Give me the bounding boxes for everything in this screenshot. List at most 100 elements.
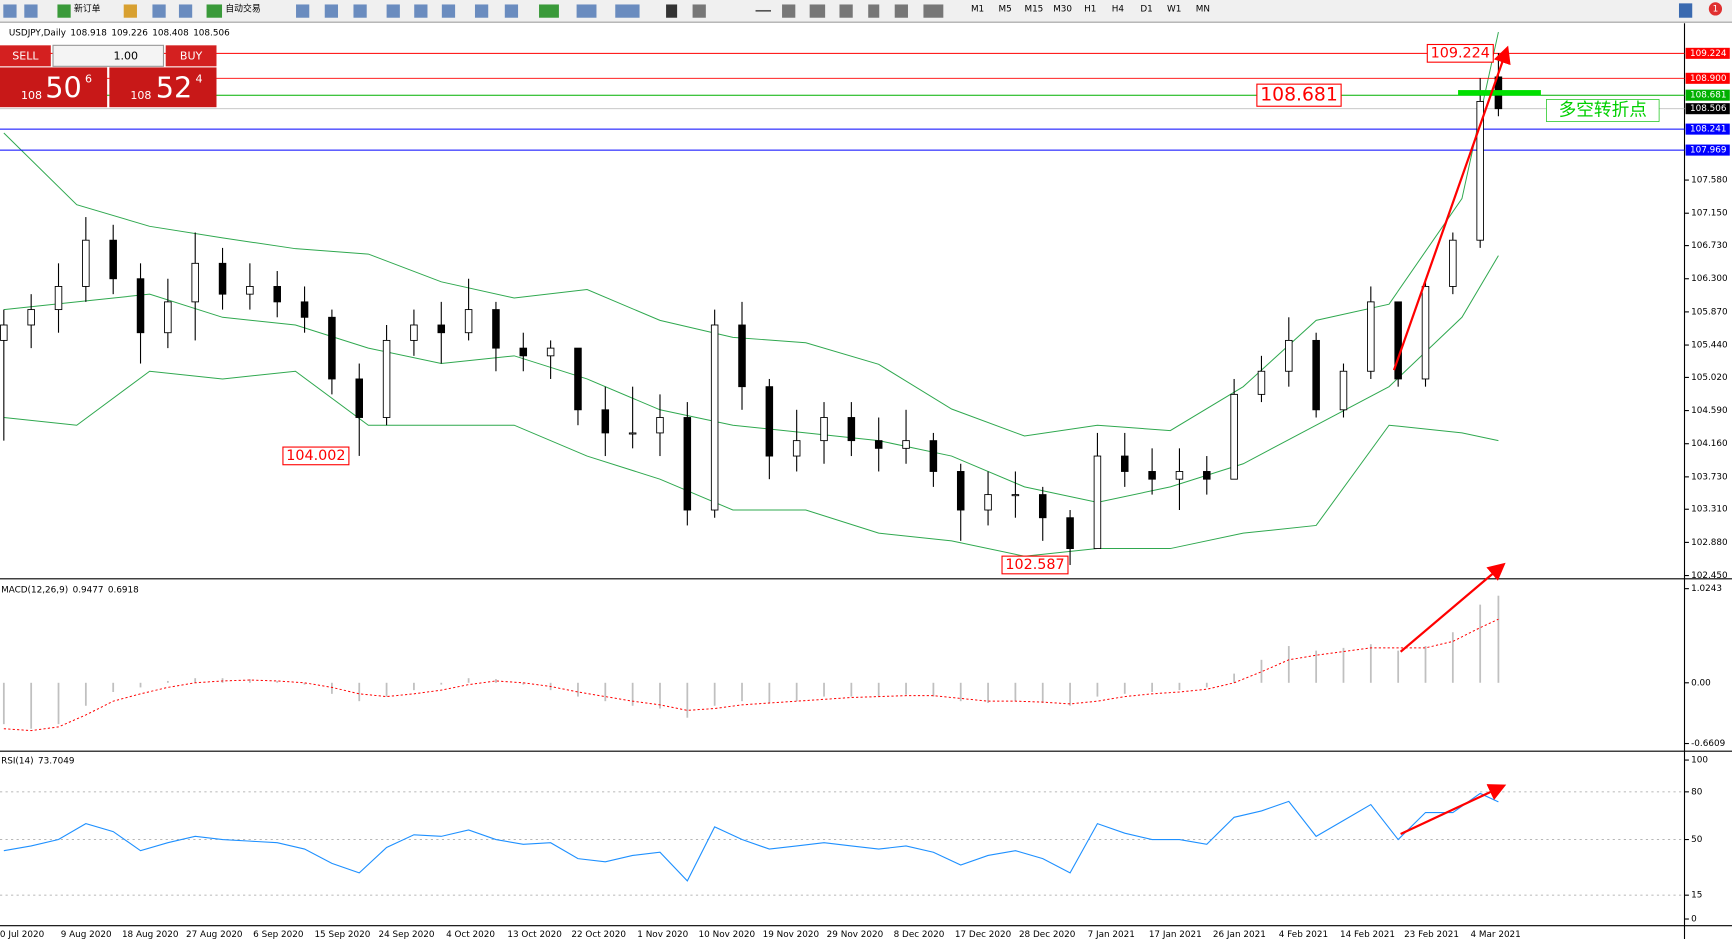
timeframe-button[interactable]: MN [1196, 4, 1210, 14]
auto-trade-icon[interactable] [206, 4, 223, 18]
price-tick-label: 103.310 [1691, 505, 1728, 515]
sell-big-figure: 108 [21, 89, 42, 102]
indicator-title: RSI(14) [1, 757, 33, 767]
candle-body [1066, 517, 1074, 550]
icon[interactable] [923, 4, 944, 18]
icon[interactable] [755, 9, 772, 12]
price-level-label: 107.969 [1690, 146, 1727, 156]
price-tick-label: 102.880 [1691, 538, 1728, 548]
candle-body [956, 471, 965, 511]
volume-value[interactable]: 1.00 [114, 49, 139, 62]
icon[interactable] [24, 4, 38, 18]
price-annotation: 104.002 [286, 448, 345, 464]
x-tick-label: 10 Nov 2020 [699, 930, 756, 939]
sell-price-box[interactable] [0, 67, 108, 108]
price-tick-label: 106.300 [1691, 274, 1728, 284]
icon[interactable] [809, 4, 826, 18]
icon[interactable] [894, 4, 908, 18]
candle-body [710, 324, 719, 511]
alert-count: 1 [1713, 4, 1719, 14]
sell-label[interactable]: SELL [12, 49, 39, 62]
new-order-label[interactable]: 新订单 [74, 2, 101, 14]
candle-body [1449, 239, 1457, 287]
icon[interactable] [123, 4, 137, 18]
candle-body [874, 440, 883, 449]
icon[interactable] [296, 4, 310, 18]
trend-arrow [1400, 784, 1507, 836]
alert-badge[interactable] [1708, 2, 1723, 16]
icon[interactable] [782, 4, 796, 18]
x-tick-label: 4 Oct 2020 [446, 930, 495, 939]
timeframe-button[interactable]: M5 [999, 4, 1012, 14]
x-tick-label: 17 Dec 2020 [955, 930, 1012, 939]
ohlc-readout: 108.408 [152, 29, 189, 39]
icon[interactable] [152, 4, 166, 18]
rsi-line [3, 792, 1499, 882]
candle-body [519, 347, 528, 357]
new-order-icon[interactable] [57, 4, 71, 18]
icon[interactable] [666, 4, 678, 18]
timeframe-button[interactable]: M1 [971, 4, 984, 14]
candle-body [1230, 393, 1238, 480]
icon[interactable] [178, 4, 193, 18]
x-tick-label: 26 Jan 2021 [1213, 930, 1266, 939]
icon[interactable] [324, 4, 339, 18]
icon[interactable] [839, 4, 853, 18]
candle-body [738, 324, 746, 388]
auto-trade-label[interactable]: 自动交易 [225, 2, 260, 14]
timeframe-button[interactable]: W1 [1167, 4, 1181, 14]
icon[interactable] [504, 4, 519, 18]
volume-field[interactable] [52, 44, 165, 67]
price-level-label: 108.900 [1690, 74, 1727, 84]
icon[interactable] [868, 4, 880, 18]
price-tick-label: 102.450 [1691, 571, 1728, 581]
x-tick-label: 14 Feb 2021 [1340, 930, 1395, 939]
x-tick-label: 4 Feb 2021 [1279, 930, 1328, 939]
icon[interactable] [3, 4, 17, 18]
icon[interactable] [441, 4, 456, 18]
price-tick-label: 107.580 [1691, 176, 1728, 186]
candle-body [1257, 370, 1266, 395]
candle-body [792, 440, 801, 457]
x-tick-label: 22 Oct 2020 [571, 930, 626, 939]
price-annotation: 109.224 [1431, 45, 1490, 61]
candle-body [902, 440, 910, 449]
price-level-label: 108.241 [1690, 125, 1727, 135]
macd-tick-label: 1.0243 [1691, 584, 1722, 594]
buy-button[interactable] [165, 45, 217, 67]
x-tick-label: 8 Dec 2020 [894, 930, 945, 939]
icon[interactable] [615, 4, 640, 18]
icon[interactable] [576, 4, 597, 18]
timeframe-button[interactable]: D1 [1140, 4, 1152, 14]
buy-pips: 52 [156, 71, 193, 105]
x-tick-label: 13 Oct 2020 [507, 930, 562, 939]
buy-label[interactable]: BUY [180, 49, 203, 62]
bollinger-upper [3, 31, 1499, 437]
x-tick-label: 9 Aug 2020 [61, 930, 112, 939]
icon[interactable] [414, 4, 428, 18]
price-annotation-box [282, 446, 350, 466]
candle-body [109, 239, 117, 280]
icon[interactable] [386, 4, 400, 18]
candle-body [546, 347, 555, 357]
icon[interactable] [474, 4, 489, 18]
price-level-label: 109.224 [1690, 49, 1727, 59]
timeframe-button[interactable]: M15 [1024, 4, 1043, 14]
timeframe-button[interactable]: H1 [1084, 4, 1096, 14]
candle-body [984, 494, 992, 511]
candle-body [300, 301, 309, 318]
timeframe-button[interactable]: M30 [1053, 4, 1072, 14]
buy-price-box[interactable] [109, 67, 217, 108]
price-level-label: 108.506 [1690, 104, 1727, 114]
candle-body [164, 301, 172, 334]
one-click-panel: SELL BUY 1.00 108 50 6 108 52 4 [0, 44, 217, 108]
candle-body [1121, 455, 1129, 472]
icon[interactable] [692, 4, 706, 18]
icon[interactable] [539, 4, 559, 18]
sell-button[interactable] [0, 45, 51, 67]
search-icon[interactable] [1678, 3, 1693, 18]
icon[interactable] [353, 4, 367, 18]
buy-fraction: 4 [196, 73, 203, 86]
x-tick-label: 29 Nov 2020 [827, 930, 884, 939]
timeframe-button[interactable]: H4 [1112, 4, 1125, 14]
